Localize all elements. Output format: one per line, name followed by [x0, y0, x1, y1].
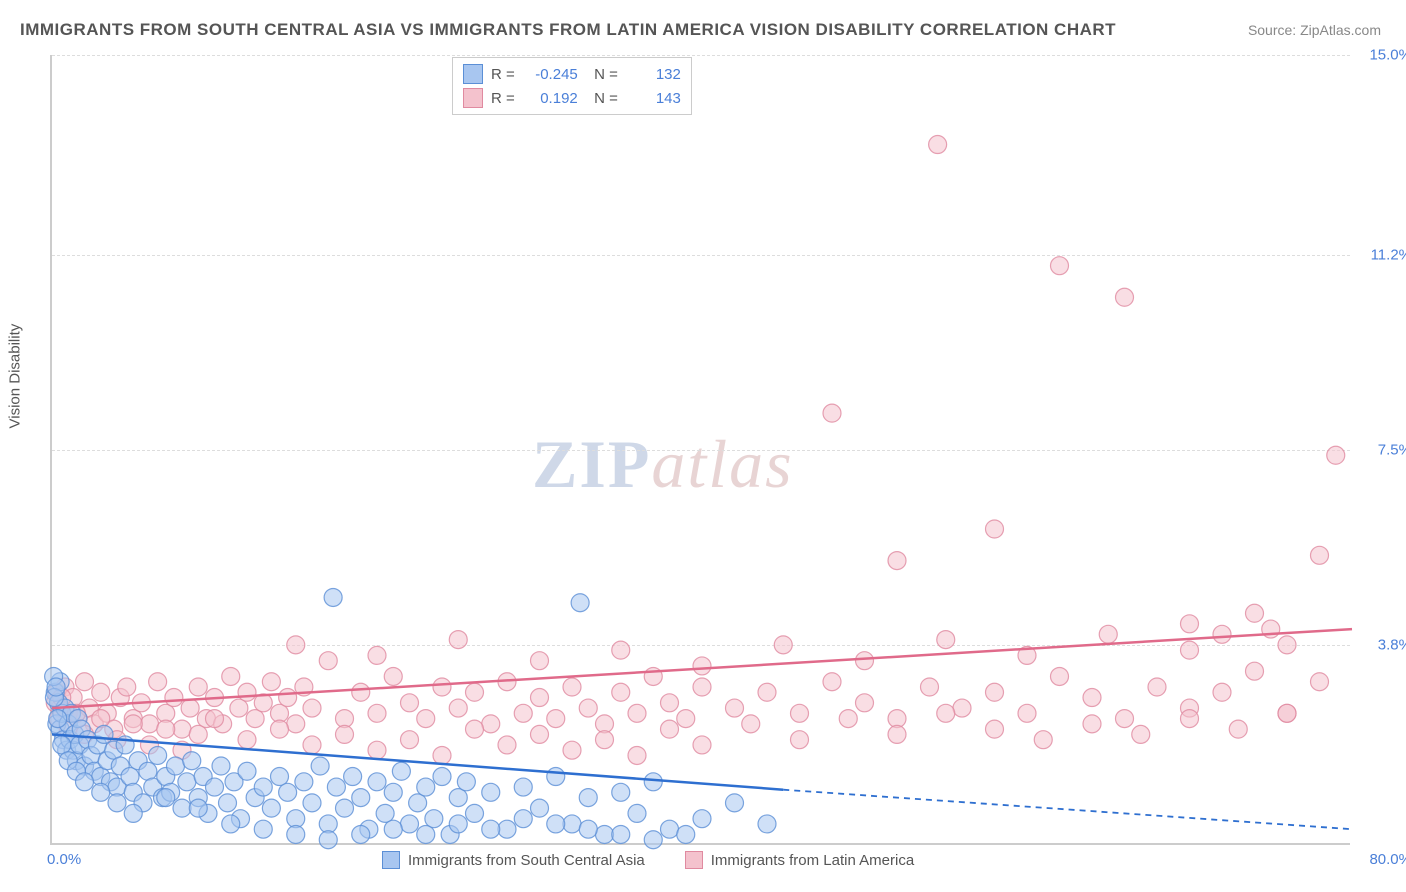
- legend-item-series1: Immigrants from South Central Asia: [382, 851, 645, 869]
- legend-bottom: Immigrants from South Central Asia Immig…: [382, 851, 914, 869]
- chart-area: ZIPatlas 3.8%7.5%11.2%15.0% R = -0.245 N…: [50, 55, 1350, 845]
- legend-label-series2: Immigrants from Latin America: [711, 852, 914, 869]
- n-label: N =: [586, 66, 618, 83]
- swatch-series1: [463, 64, 483, 84]
- scatter-plot: [52, 55, 1350, 843]
- stats-legend-box: R = -0.245 N = 132 R = 0.192 N = 143: [452, 57, 692, 115]
- source-attribution: Source: ZipAtlas.com: [1248, 22, 1381, 38]
- y-tick-label: 3.8%: [1378, 636, 1406, 653]
- r-value-series2: 0.192: [523, 90, 578, 107]
- legend-label-series1: Immigrants from South Central Asia: [408, 852, 645, 869]
- x-max-label: 80.0%: [1369, 851, 1406, 868]
- r-label: R =: [491, 66, 515, 83]
- n-value-series1: 132: [626, 66, 681, 83]
- n-label: N =: [586, 90, 618, 107]
- r-label: R =: [491, 90, 515, 107]
- y-tick-label: 11.2%: [1371, 247, 1406, 264]
- x-min-label: 0.0%: [47, 851, 81, 868]
- legend-swatch-series2: [685, 851, 703, 869]
- n-value-series2: 143: [626, 90, 681, 107]
- y-tick-label: 7.5%: [1378, 442, 1406, 459]
- stats-row-series2: R = 0.192 N = 143: [463, 86, 681, 110]
- y-axis-label: Vision Disability: [7, 324, 24, 429]
- stats-row-series1: R = -0.245 N = 132: [463, 62, 681, 86]
- swatch-series2: [463, 88, 483, 108]
- chart-title: IMMIGRANTS FROM SOUTH CENTRAL ASIA VS IM…: [20, 20, 1116, 40]
- legend-swatch-series1: [382, 851, 400, 869]
- y-tick-label: 15.0%: [1369, 47, 1406, 64]
- legend-item-series2: Immigrants from Latin America: [685, 851, 914, 869]
- r-value-series1: -0.245: [523, 66, 578, 83]
